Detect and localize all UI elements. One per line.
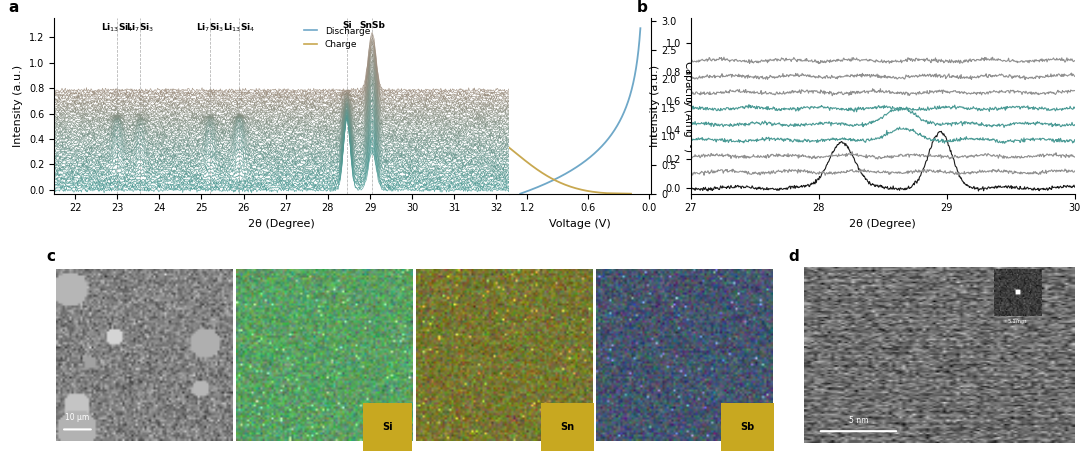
Text: Si: Si — [382, 422, 393, 432]
Text: 5 nm: 5 nm — [849, 416, 868, 426]
Text: Sn: Sn — [561, 422, 575, 432]
Text: Li$_{13}$Si$_4$: Li$_{13}$Si$_4$ — [224, 21, 256, 34]
Y-axis label: Intensity (a.u.): Intensity (a.u.) — [13, 65, 24, 147]
Legend: Discharge, Charge: Discharge, Charge — [300, 23, 374, 53]
X-axis label: Voltage (V): Voltage (V) — [550, 219, 611, 229]
X-axis label: 2θ (Degree): 2θ (Degree) — [248, 219, 315, 229]
Text: SnSb: SnSb — [360, 21, 386, 30]
Text: Li$_{13}$Si$_4$: Li$_{13}$Si$_4$ — [100, 21, 134, 34]
X-axis label: 2θ (Degree): 2θ (Degree) — [849, 219, 916, 229]
Text: b: b — [637, 0, 648, 15]
Y-axis label: Capacity (Ah g$^{-1}$): Capacity (Ah g$^{-1}$) — [680, 60, 696, 152]
Text: Sb: Sb — [741, 422, 755, 432]
Text: 10 μm: 10 μm — [65, 413, 90, 422]
Text: Li$_7$Si$_3$: Li$_7$Si$_3$ — [126, 21, 154, 34]
Text: c: c — [46, 249, 56, 264]
Y-axis label: Intensity (a.u.): Intensity (a.u.) — [650, 65, 660, 147]
Text: Li$_7$Si$_3$: Li$_7$Si$_3$ — [195, 21, 224, 34]
Text: Si: Si — [342, 21, 352, 30]
Text: d: d — [788, 249, 799, 264]
Text: a: a — [9, 0, 18, 15]
